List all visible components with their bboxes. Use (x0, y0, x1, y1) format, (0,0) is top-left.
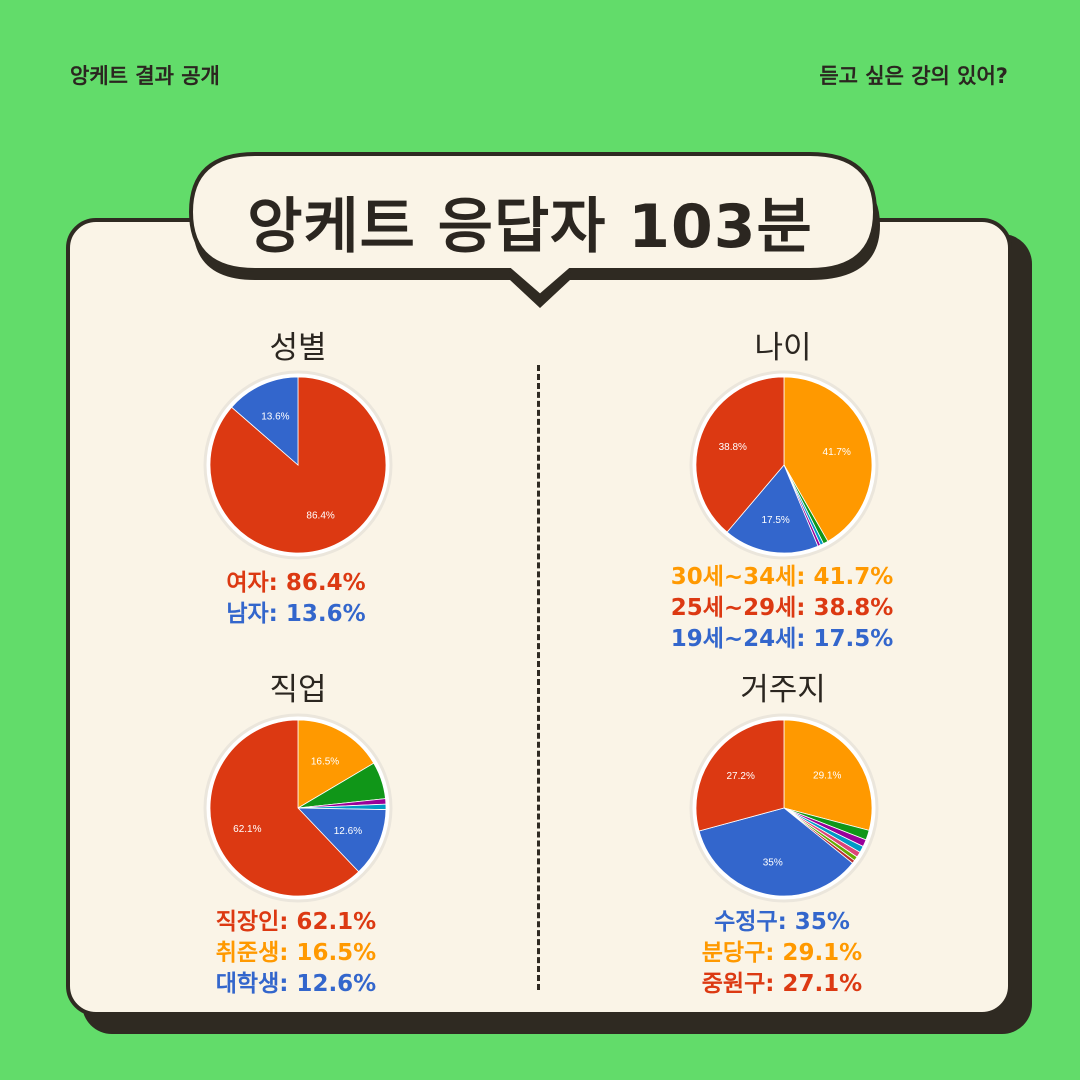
header-right-text: 듣고 싶은 강의 있어? (819, 64, 1008, 88)
pie-data-label: 41.7% (823, 447, 851, 458)
section-divider (537, 365, 540, 990)
pie-data-label: 27.2% (727, 771, 755, 782)
legend-item-age-0: 30세~34세: 41.7% (670, 564, 894, 590)
pie-data-label: 62.1% (233, 824, 261, 835)
legend-item-gender-0: 여자: 86.4% (226, 570, 366, 596)
legend-item-residence-2: 중원구: 27.1% (701, 971, 863, 997)
pie-slice-residence-7 (698, 807, 854, 897)
legend-job: 직장인: 62.1% 취준생: 16.5% 대학생: 12.6% (96, 907, 496, 1000)
pie-slice-age-4 (726, 464, 819, 554)
legend-item-age-2: 19세~24세: 17.5% (670, 626, 894, 652)
pie-data-label: 13.6% (261, 411, 289, 422)
chart-title-job: 직업 (269, 672, 327, 708)
main-title: 앙케트 응답자 103분 (247, 192, 813, 262)
pie-slice-residence-8 (695, 719, 785, 832)
pie-chart-age: 41.7% 17.5% 38.8% (689, 370, 879, 560)
pie-data-label: 29.1% (813, 771, 841, 782)
legend-item-residence-1: 분당구: 29.1% (701, 940, 863, 966)
pie-slice-job-4 (297, 807, 387, 873)
pie-data-label: 12.6% (334, 826, 362, 837)
chart-title-gender: 성별 (269, 330, 327, 366)
legend-item-job-2: 대학생: 12.6% (215, 971, 377, 997)
pie-slice-job-5 (209, 719, 360, 897)
legend-item-age-1: 25세~29세: 38.8% (670, 595, 894, 621)
pie-data-label: 16.5% (311, 757, 339, 768)
legend-residence: 수정구: 35% 분당구: 29.1% 중원구: 27.1% (582, 907, 982, 1000)
chart-title-residence: 거주지 (740, 672, 826, 708)
pie-slice-age-5 (695, 376, 785, 533)
pie-data-label: 38.8% (719, 442, 747, 453)
pie-chart-gender: 86.4% 13.6% (203, 370, 393, 560)
pie-chart-residence: 29.1% 35% 27.2% (689, 713, 879, 903)
legend-age: 30세~34세: 41.7% 25세~29세: 38.8% 19세~24세: 17.… (582, 562, 982, 655)
pie-slice-gender-1 (231, 376, 299, 466)
pie-data-label: 35% (763, 857, 783, 868)
pie-slice-age-0 (783, 376, 873, 542)
pie-slice-residence-0 (783, 719, 873, 831)
chart-title-age: 나이 (754, 330, 812, 366)
legend-item-gender-1: 남자: 13.6% (226, 601, 366, 627)
pie-slice-job-0 (297, 719, 375, 809)
legend-item-job-0: 직장인: 62.1% (215, 909, 377, 935)
header-left-text: 앙케트 결과 공개 (70, 64, 220, 88)
legend-item-job-1: 취준생: 16.5% (215, 940, 377, 966)
title-bubble: 앙케트 응답자 103분 (185, 150, 895, 320)
pie-data-label: 17.5% (761, 515, 789, 526)
pie-data-label: 86.4% (306, 511, 334, 522)
pie-chart-job: 16.5% 12.6% 62.1% (203, 713, 393, 903)
legend-gender: 여자: 86.4% 남자: 13.6% (96, 568, 496, 630)
legend-item-residence-0: 수정구: 35% (714, 909, 850, 935)
